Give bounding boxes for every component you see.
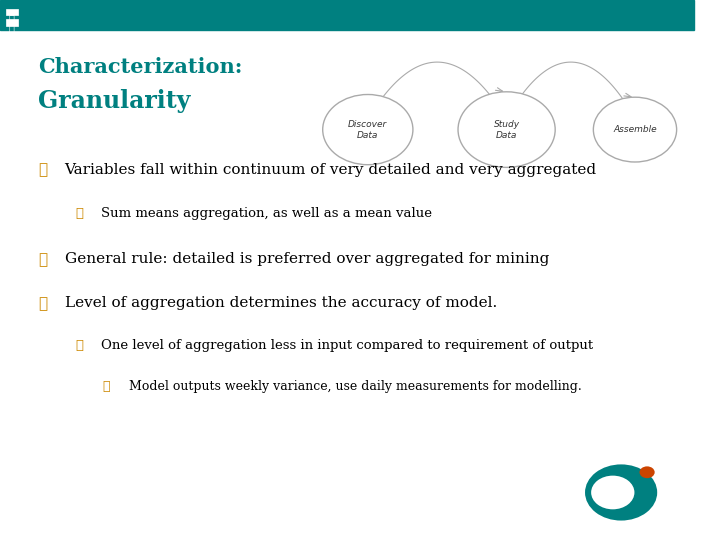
Circle shape — [593, 97, 677, 162]
Circle shape — [585, 464, 657, 521]
Circle shape — [591, 476, 634, 509]
Circle shape — [458, 92, 555, 167]
Text: 📁: 📁 — [75, 207, 83, 220]
Text: 📁: 📁 — [103, 380, 110, 393]
Text: 📁: 📁 — [75, 339, 83, 352]
Text: Assemble: Assemble — [613, 125, 657, 134]
Text: Model outputs weekly variance, use daily measurements for modelling.: Model outputs weekly variance, use daily… — [129, 380, 582, 393]
Text: Variables fall within continuum of very detailed and very aggregated: Variables fall within continuum of very … — [65, 163, 597, 177]
Text: General rule: detailed is preferred over aggregated for mining: General rule: detailed is preferred over… — [65, 252, 549, 266]
Text: One level of aggregation less in input compared to requirement of output: One level of aggregation less in input c… — [102, 339, 593, 352]
Text: Level of aggregation determines the accuracy of model.: Level of aggregation determines the accu… — [65, 296, 497, 310]
Text: D: D — [615, 483, 630, 502]
Text: Study
Data: Study Data — [493, 119, 520, 140]
Text: ⧨: ⧨ — [9, 23, 14, 33]
Text: Discover
Data: Discover Data — [348, 119, 387, 140]
Text: Characterization:: Characterization: — [38, 57, 243, 77]
Text: 📁: 📁 — [38, 163, 48, 178]
Bar — [6, 9, 18, 15]
Text: 📁: 📁 — [38, 252, 48, 267]
Circle shape — [639, 467, 654, 478]
Bar — [0, 0, 694, 30]
Text: ⧨: ⧨ — [9, 14, 14, 24]
Circle shape — [323, 94, 413, 165]
Text: Granularity: Granularity — [38, 89, 191, 113]
Text: 📁: 📁 — [38, 296, 48, 311]
Bar — [6, 19, 18, 26]
Text: Sum means aggregation, as well as a mean value: Sum means aggregation, as well as a mean… — [102, 207, 432, 220]
